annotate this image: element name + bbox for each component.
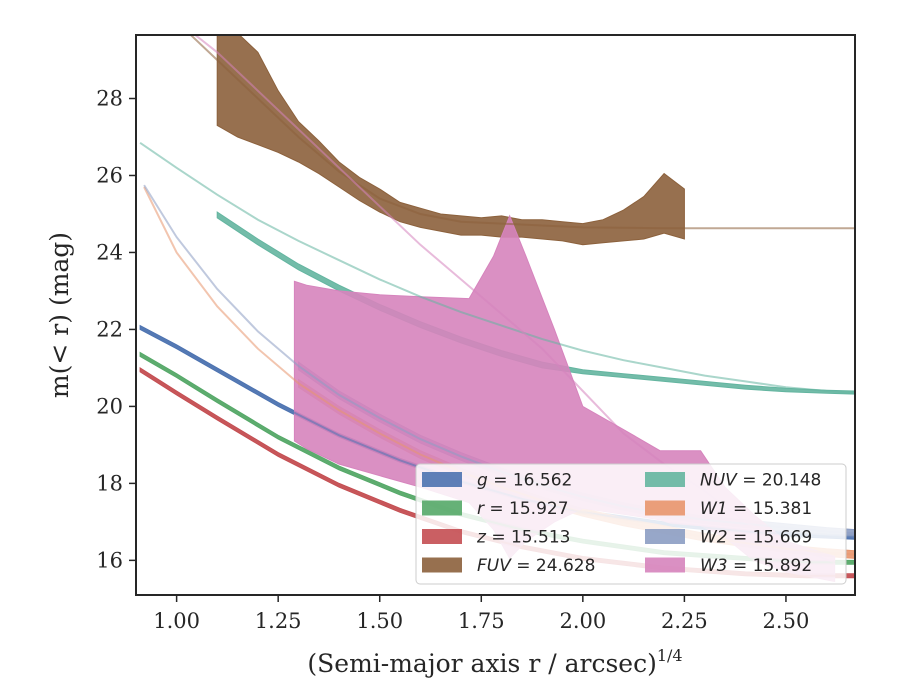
legend-swatch-g (422, 472, 462, 487)
x-tick-label: 2.25 (661, 609, 708, 633)
model-line-nuv (139, 141, 855, 394)
x-tick-label: 1.50 (356, 609, 403, 633)
x-tick-label: 1.00 (153, 609, 200, 633)
model-line-fuv (189, 35, 855, 230)
legend-swatch-z (422, 529, 462, 544)
legend-label-w1: W1 = 15.381 (700, 499, 812, 519)
legend-swatch-r (422, 500, 462, 516)
y-tick-label: 26 (96, 163, 123, 187)
y-tick-label: 28 (96, 87, 123, 111)
band-fuv (216, 35, 685, 246)
y-tick-label: 24 (96, 240, 123, 264)
legend-label-w3: W3 = 15.892 (700, 556, 812, 576)
x-tick-label: 1.25 (255, 609, 302, 633)
legend-swatch-fuv (422, 557, 462, 573)
legend-swatch-nuv (645, 472, 685, 487)
plot-frame (135, 34, 856, 596)
x-tick-label: 2.50 (763, 609, 810, 633)
legend-swatch-w2 (645, 529, 685, 544)
y-tick-label: 16 (96, 548, 123, 572)
y-axis-label: m(< r) (mag) (45, 232, 74, 398)
legend-label-z: z = 15.513 (476, 528, 570, 548)
y-tick-label: 22 (96, 317, 123, 341)
y-tick-label: 20 (96, 394, 123, 418)
x-axis-ticks: 1.00 1.25 1.50 1.75 2.00 2.25 2.50 (153, 595, 809, 633)
band-z (139, 366, 855, 579)
y-tick-label: 18 (96, 471, 123, 495)
legend-label-fuv: FUV = 24.628 (477, 556, 595, 576)
legend-label-w2: W2 = 15.669 (700, 528, 812, 548)
y-axis-ticks: 16 18 20 22 24 26 28 (96, 87, 136, 572)
x-tick-label: 1.75 (458, 609, 505, 633)
legend-label-r: r = 15.927 (477, 499, 569, 519)
legend-label-nuv: NUV = 20.148 (700, 471, 821, 491)
legend-label-g: g = 16.562 (477, 471, 572, 491)
x-tick-label: 2.00 (559, 609, 606, 633)
x-axis-label: (Semi-major axis r / arcsec)1/4 (307, 646, 682, 678)
legend: g = 16.562 r = 15.927 z = 15.513 FUV = 24.6… (415, 463, 847, 585)
legend-swatch-w1 (645, 500, 685, 516)
legend-box (415, 463, 847, 585)
legend-swatch-w3 (645, 557, 685, 573)
